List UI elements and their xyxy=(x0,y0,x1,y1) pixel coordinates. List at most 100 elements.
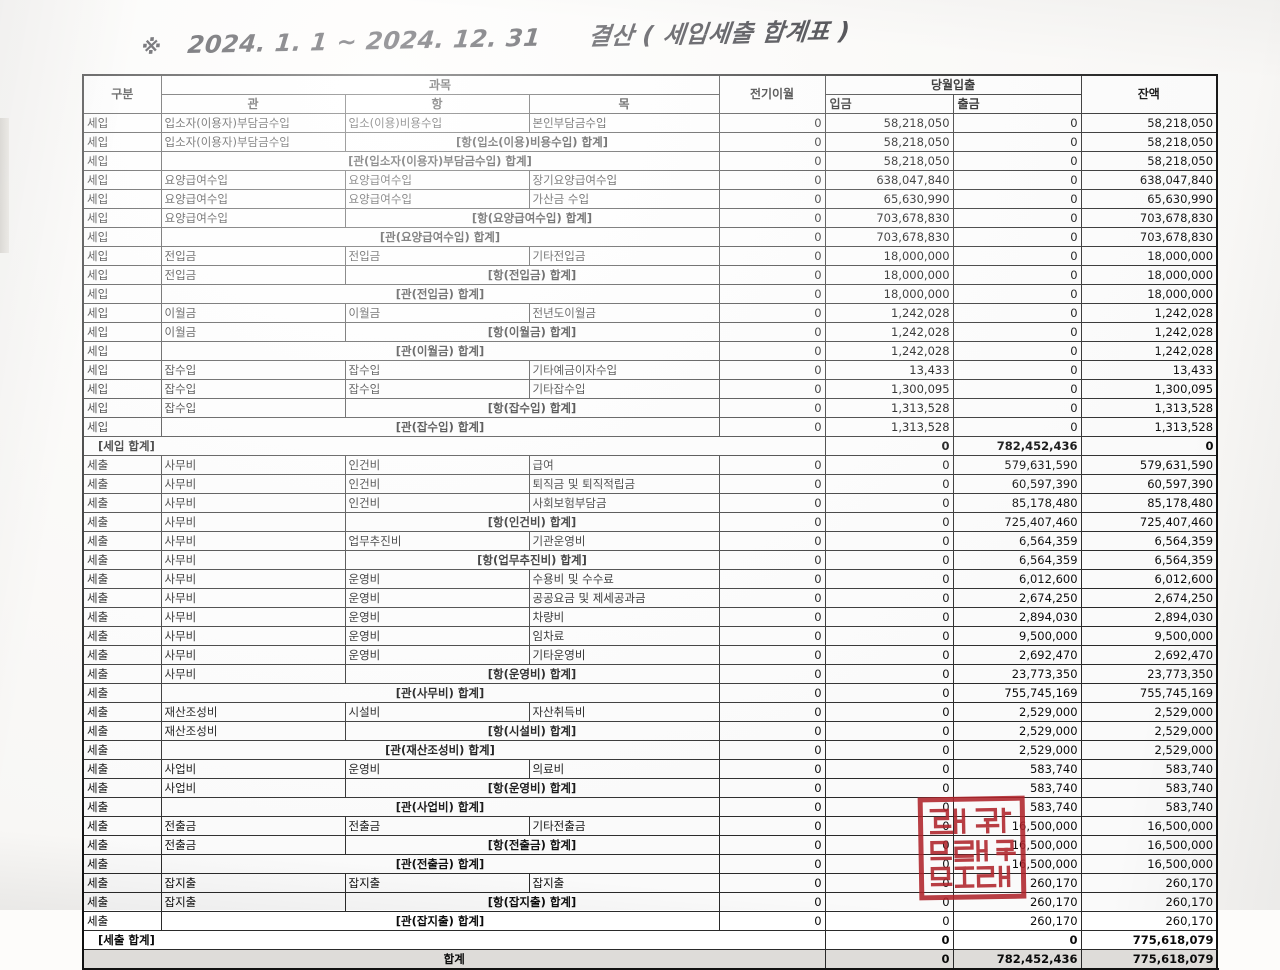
cell-balance: 260,170 xyxy=(1080,911,1219,931)
official-seal-stamp xyxy=(917,795,1027,901)
table-header: 구분 과목 전기이월 당월입출 잔액 관 항 목 입금 출금 xyxy=(82,74,1219,114)
cell-gwan: 사무비 xyxy=(160,607,346,627)
cell-income: 0 xyxy=(824,683,954,703)
cell-expense: 0 xyxy=(952,246,1082,266)
cell-income: 1,313,528 xyxy=(824,398,954,418)
cell-hang-total: [항(인건비) 합계] xyxy=(344,512,720,532)
cell-prev-carryover: 0 xyxy=(718,113,826,133)
cell-mok: 의료비 xyxy=(528,759,720,779)
cell-prev-carryover: 0 xyxy=(718,778,826,798)
cell-hang: 시설비 xyxy=(344,702,530,722)
table-row: 세입 [관(요양급여수입) 합계] 0 703,678,830 0 703,678,830 xyxy=(82,227,1219,247)
cell-mok: 기관운영비 xyxy=(528,531,720,551)
cell-gubun: 세입 xyxy=(82,379,162,399)
cell-mok: 본인부담금수입 xyxy=(528,113,720,133)
cell-income: 18,000,000 xyxy=(824,265,954,285)
cell-gwan: 전출금 xyxy=(160,816,346,836)
seal-icon xyxy=(917,795,1027,901)
cell-gubun: 세입 xyxy=(82,227,162,247)
cell-hang-total: [항(업무추진비) 합계] xyxy=(344,550,720,570)
cell-gubun: 세출 xyxy=(82,683,162,703)
cell-balance: 260,170 xyxy=(1080,873,1219,893)
th-gwan: 관 xyxy=(160,94,346,114)
cell-gubun: 세출 xyxy=(82,645,162,665)
cell-prev-carryover: 0 xyxy=(718,284,826,304)
cell-income: 0 xyxy=(824,569,954,589)
cell-gubun: 세출 xyxy=(82,455,162,475)
cell-prev-carryover: 0 xyxy=(718,911,826,931)
cell-hang: 업무추진비 xyxy=(344,531,530,551)
cell-gubun: 세출 xyxy=(82,835,162,855)
cell-gubun: 세입 xyxy=(82,151,162,171)
cell-prev-carryover: 0 xyxy=(718,398,826,418)
cell-balance: 65,630,990 xyxy=(1080,189,1219,209)
cell-gwan-total: [관(전출금) 합계] xyxy=(160,854,720,874)
cell-balance: 16,500,000 xyxy=(1080,816,1219,836)
cell-expense: 0 xyxy=(952,189,1082,209)
cell-gwan: 입소자(이용자)부담금수입 xyxy=(160,132,346,152)
cell-income: 0 xyxy=(824,645,954,665)
header-row-1: 구분 과목 전기이월 당월입출 잔액 xyxy=(82,74,1219,114)
cell-mok: 수용비 및 수수료 xyxy=(528,569,720,589)
cell-prev-carryover: 0 xyxy=(718,569,826,589)
cell-gubun: 세출 xyxy=(82,740,162,760)
cell-gwan: 이월금 xyxy=(160,303,346,323)
cell-balance: 6,012,600 xyxy=(1080,569,1219,589)
cell-hang: 운영비 xyxy=(344,607,530,627)
table-row: 세입 잡수입 잡수입 기타잡수입 0 1,300,095 0 1,300,095 xyxy=(82,379,1219,399)
cell-balance: 638,047,840 xyxy=(1080,170,1219,190)
cell-gwan-total: [관(재산조성비) 합계] xyxy=(160,740,720,760)
cell-income: 703,678,830 xyxy=(824,208,954,228)
cell-mok: 급여 xyxy=(528,455,720,475)
cell-income: 1,242,028 xyxy=(824,303,954,323)
cell-prev-carryover: 0 xyxy=(718,588,826,608)
cell-balance: 2,529,000 xyxy=(1080,721,1219,741)
cell-income: 1,300,095 xyxy=(824,379,954,399)
cell-grand-total-label: 합계 xyxy=(81,949,826,970)
cell-gubun: 세입 xyxy=(82,341,162,361)
table-row: 세출 사업비 [항(운영비) 합계] 0 0 583,740 583,740 xyxy=(82,778,1219,798)
table-body: 세입 입소자(이용자)부담금수입 입소(이용)비용수입 본인부담금수입 0 58,218,… xyxy=(81,113,1219,970)
table-row: 세입 이월금 [항(이월금) 합계] 0 1,242,028 0 1,242,028 xyxy=(82,322,1219,342)
table-row: 세출 전출금 전출금 기타전출금 0 0 16,500,000 16,500,000 xyxy=(82,816,1219,836)
cell-gwan: 전입금 xyxy=(160,246,346,266)
cell-balance: 703,678,830 xyxy=(1080,227,1219,247)
cell-income: 782,452,436 xyxy=(952,436,1082,456)
cell-hang: 인건비 xyxy=(344,493,530,513)
cell-gwan: 사무비 xyxy=(160,626,346,646)
cell-expense: 2,692,470 xyxy=(952,645,1082,665)
cell-gubun: 세출 xyxy=(82,759,162,779)
cell-hang: 운영비 xyxy=(344,569,530,589)
cell-balance: 1,313,528 xyxy=(1080,417,1219,437)
cell-hang: 전입금 xyxy=(344,246,530,266)
cell-expense: 9,500,000 xyxy=(952,626,1082,646)
cell-gwan-total: [관(잡지출) 합계] xyxy=(160,911,720,931)
cell-gubun: 세출 xyxy=(82,550,162,570)
cell-income: 1,313,528 xyxy=(824,417,954,437)
cell-balance: 6,564,359 xyxy=(1080,550,1219,570)
table-row: 세출 사무비 운영비 차량비 0 0 2,894,030 2,894,030 xyxy=(82,607,1219,627)
cell-balance: 16,500,000 xyxy=(1080,854,1219,874)
cell-prev-carryover: 0 xyxy=(718,474,826,494)
cell-gwan: 전출금 xyxy=(160,835,346,855)
cell-prev-carryover: 0 xyxy=(718,417,826,437)
cell-hang: 인건비 xyxy=(344,455,530,475)
cell-income: 0 xyxy=(824,626,954,646)
table-row: 세출 사무비 운영비 수용비 및 수수료 0 0 6,012,600 6,012,600 xyxy=(82,569,1219,589)
cell-prev-carryover: 0 xyxy=(718,360,826,380)
cell-prev-carryover: 0 xyxy=(718,265,826,285)
cell-mok: 공공요금 및 제세공과금 xyxy=(528,588,720,608)
cell-hang: 운영비 xyxy=(344,759,530,779)
table-row: 세출 사무비 인건비 퇴직금 및 퇴직적립금 0 0 60,597,390 60,597,39… xyxy=(82,474,1219,494)
cell-expense: 6,564,359 xyxy=(952,531,1082,551)
cell-income: 0 xyxy=(824,493,954,513)
cell-hang: 요양급여수입 xyxy=(344,170,530,190)
cell-gwan-total: [관(사무비) 합계] xyxy=(160,683,720,703)
cell-hang-total: [항(잡수입) 합계] xyxy=(344,398,720,418)
cell-prev-carryover: 0 xyxy=(718,854,826,874)
cell-gubun: 세입 xyxy=(82,265,162,285)
cell-gwan-total: [관(전입금) 합계] xyxy=(160,284,720,304)
cell-gwan: 요양급여수입 xyxy=(160,189,346,209)
cell-income: 0 xyxy=(824,664,954,684)
